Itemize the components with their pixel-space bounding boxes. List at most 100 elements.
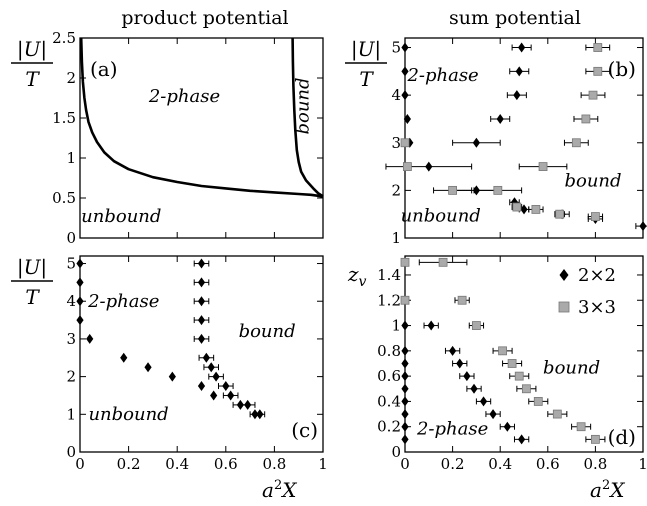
diamond-marker <box>401 345 409 356</box>
diamond-marker <box>197 333 206 344</box>
y-tick-label: 5 <box>391 39 401 57</box>
square-marker <box>593 66 603 76</box>
square-marker <box>493 185 503 195</box>
diamond-marker <box>472 137 480 148</box>
x-tick-label: 0.6 <box>536 455 560 473</box>
panel-c: 0 1 2 3 4 5 0 0.2 0.4 0.6 0.8 1 2-phase bound unbound (… <box>66 255 327 473</box>
square-marker <box>591 212 600 221</box>
diamond-marker <box>197 381 206 392</box>
data-point <box>444 345 461 356</box>
diamond-marker <box>401 42 409 53</box>
diamond-marker <box>513 90 521 101</box>
y-tick-label: 2.5 <box>52 29 76 47</box>
data-point <box>511 42 532 53</box>
boundary-line <box>79 37 324 198</box>
square-marker <box>512 202 522 212</box>
diamond-marker <box>401 409 409 420</box>
data-point <box>400 295 410 305</box>
y-tick-label: 1.2 <box>377 291 401 309</box>
legend: 2×2 3×3 <box>558 265 616 318</box>
panel-a: 0 0.5 1 1.5 2 2.5 2-phase unbound bound (a) <box>52 29 324 247</box>
y-tick-label: 0.5 <box>52 189 76 207</box>
y-tick-label: 1 <box>66 149 76 167</box>
square-marker <box>538 162 548 171</box>
legend-label: 2×2 <box>578 265 616 286</box>
panel-frame <box>79 37 324 239</box>
data-point <box>502 359 523 368</box>
y-tick-label: 1 <box>391 317 401 335</box>
square-marker <box>402 162 412 171</box>
diamond-marker <box>496 113 504 124</box>
region-label: 2-phase <box>87 291 159 312</box>
data-point <box>400 138 410 148</box>
x-tick-label: 0.2 <box>441 455 465 473</box>
diamond-marker <box>401 90 409 101</box>
header-right: sum potential <box>449 7 581 29</box>
data-point <box>547 409 568 419</box>
square-marker <box>588 90 598 100</box>
ylabel-numerator: |U| <box>17 255 47 280</box>
diamond-marker <box>425 161 433 172</box>
diamond-marker <box>168 371 176 382</box>
y-tick-label: 0.4 <box>377 392 401 410</box>
data-point <box>239 399 256 410</box>
y-tick-label: 2 <box>66 368 76 386</box>
square-marker <box>400 138 410 148</box>
data-point <box>401 396 409 407</box>
data-point <box>506 90 527 101</box>
diamond-marker <box>503 421 511 432</box>
data-point <box>468 321 485 330</box>
diamond-marker <box>401 66 409 77</box>
y-tick-label: 2 <box>66 69 76 87</box>
diamond-marker <box>515 66 523 77</box>
data-point <box>466 383 482 394</box>
diamond-marker <box>207 362 215 373</box>
y-tick-label: 0.6 <box>377 367 401 385</box>
data-point <box>585 66 611 76</box>
square-marker <box>531 205 541 214</box>
data-point <box>490 113 511 124</box>
data-point <box>573 114 599 124</box>
ylabel-denominator: T <box>25 285 40 309</box>
x-tick-label: 0.2 <box>117 455 141 473</box>
panel-label: (c) <box>291 418 318 442</box>
y-tick-label: 3 <box>391 134 401 152</box>
data-point <box>401 371 409 382</box>
ylabel-denominator: T <box>359 67 374 91</box>
data-point <box>401 66 409 77</box>
legend-square-marker <box>558 301 570 313</box>
ylabel-c: |U| T <box>11 255 53 309</box>
y-tick-label: 0 <box>391 443 401 461</box>
diamond-marker <box>401 421 409 432</box>
data-point <box>406 137 414 148</box>
data-point <box>401 421 409 432</box>
region-label: bound <box>543 358 600 379</box>
diamond-marker <box>489 409 497 420</box>
data-point <box>580 90 606 100</box>
data-point <box>86 333 94 344</box>
data-point <box>499 421 515 432</box>
data-point <box>585 43 611 52</box>
panel-b: 1 2 3 4 5 2-phase bound unbound (b) <box>385 37 647 247</box>
data-point <box>203 362 220 373</box>
region-label: 2-phase <box>148 86 220 107</box>
data-point <box>401 42 409 53</box>
square-marker <box>593 43 603 52</box>
square-marker <box>507 359 517 368</box>
y-tick-label: 5 <box>66 255 76 273</box>
data-point <box>210 390 218 401</box>
data-point <box>193 333 210 344</box>
y-tick-label: 0.8 <box>377 342 401 360</box>
data-point <box>76 277 84 288</box>
data-point <box>193 277 210 288</box>
y-tick-label: 1.5 <box>52 109 76 127</box>
square-marker <box>457 295 467 305</box>
square-marker <box>400 257 410 267</box>
square-marker <box>552 409 562 419</box>
data-point <box>485 409 501 420</box>
square-marker <box>591 434 600 444</box>
x-tick-label: 0.8 <box>583 455 607 473</box>
square-marker <box>438 257 448 267</box>
x-tick-label: 1 <box>318 455 328 473</box>
